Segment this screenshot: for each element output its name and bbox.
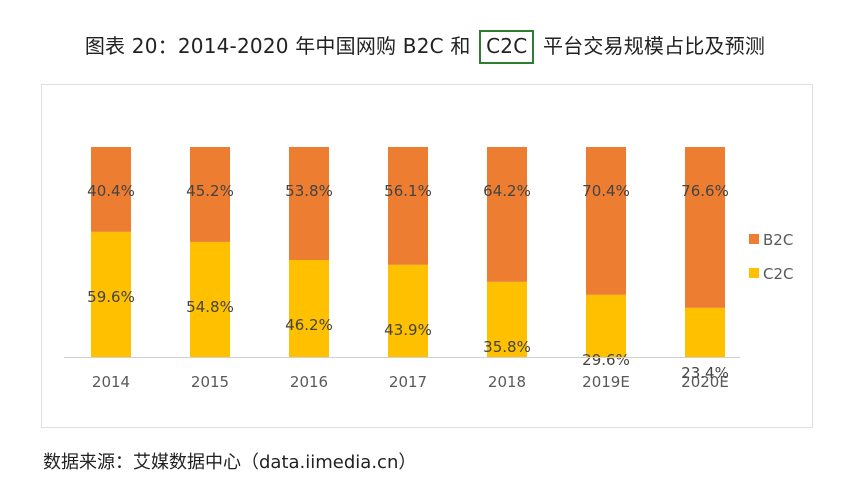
data-label-c2c-2014: 59.6%: [87, 288, 135, 306]
bar-c2c-2016: [289, 259, 329, 357]
legend-swatch-c2c: [749, 268, 759, 278]
chart-title: 图表 20：2014-2020 年中国网购 B2C 和 C2C 平台交易规模占比…: [0, 30, 850, 64]
bar-c2c-2018: [487, 281, 527, 357]
data-label-b2c-2020E: 76.6%: [681, 182, 729, 200]
data-label-b2c-2018: 64.2%: [483, 182, 531, 200]
data-label-b2c-2016: 53.8%: [285, 182, 333, 200]
x-tick-label-2014: 2014: [92, 373, 130, 391]
data-label-c2c-2016: 46.2%: [285, 316, 333, 334]
bar-c2c-2017: [388, 264, 428, 357]
x-tick-label-2018: 2018: [488, 373, 526, 391]
data-label-b2c-2014: 40.4%: [87, 182, 135, 200]
data-label-c2c-2018: 35.8%: [483, 338, 531, 356]
legend-swatch-b2c: [749, 234, 759, 244]
legend-label-c2c: C2C: [763, 265, 794, 283]
x-tick-label-2016: 2016: [290, 373, 328, 391]
data-label-b2c-2015: 45.2%: [186, 182, 234, 200]
bar-b2c-2020E: [685, 147, 725, 308]
bar-b2c-2016: [289, 147, 329, 260]
data-label-c2c-2019E: 29.6%: [582, 351, 630, 369]
data-label-c2c-2017: 43.9%: [384, 321, 432, 339]
bar-c2c-2015: [190, 241, 230, 357]
title-suffix: 平台交易规模占比及预测: [542, 34, 766, 58]
data-label-b2c-2017: 56.1%: [384, 182, 432, 200]
chart-frame: [41, 84, 813, 428]
legend-label-b2c: B2C: [763, 231, 793, 249]
title-prefix: 图表 20：2014-2020 年中国网购 B2C 和: [84, 34, 471, 58]
x-tick-label-2019E: 2019E: [582, 373, 630, 391]
bar-b2c-2014: [91, 147, 131, 232]
bar-b2c-2018: [487, 147, 527, 282]
bar-c2c-2014: [91, 231, 131, 357]
bar-b2c-2019E: [586, 147, 626, 295]
data-label-b2c-2019E: 70.4%: [582, 182, 630, 200]
data-label-c2c-2020E: 23.4%: [681, 364, 729, 382]
title-highlight-box: C2C: [479, 30, 535, 64]
data-label-c2c-2015: 54.8%: [186, 298, 234, 316]
bar-c2c-2019E: [586, 294, 626, 357]
x-tick-label-2015: 2015: [191, 373, 229, 391]
bar-b2c-2017: [388, 147, 428, 265]
bar-b2c-2015: [190, 147, 230, 242]
x-tick-label-2017: 2017: [389, 373, 427, 391]
source-note: 数据来源：艾媒数据中心（data.iimedia.cn）: [43, 452, 417, 473]
bar-c2c-2020E: [685, 307, 725, 357]
x-tick-label-2020E: 2020E: [681, 373, 729, 391]
